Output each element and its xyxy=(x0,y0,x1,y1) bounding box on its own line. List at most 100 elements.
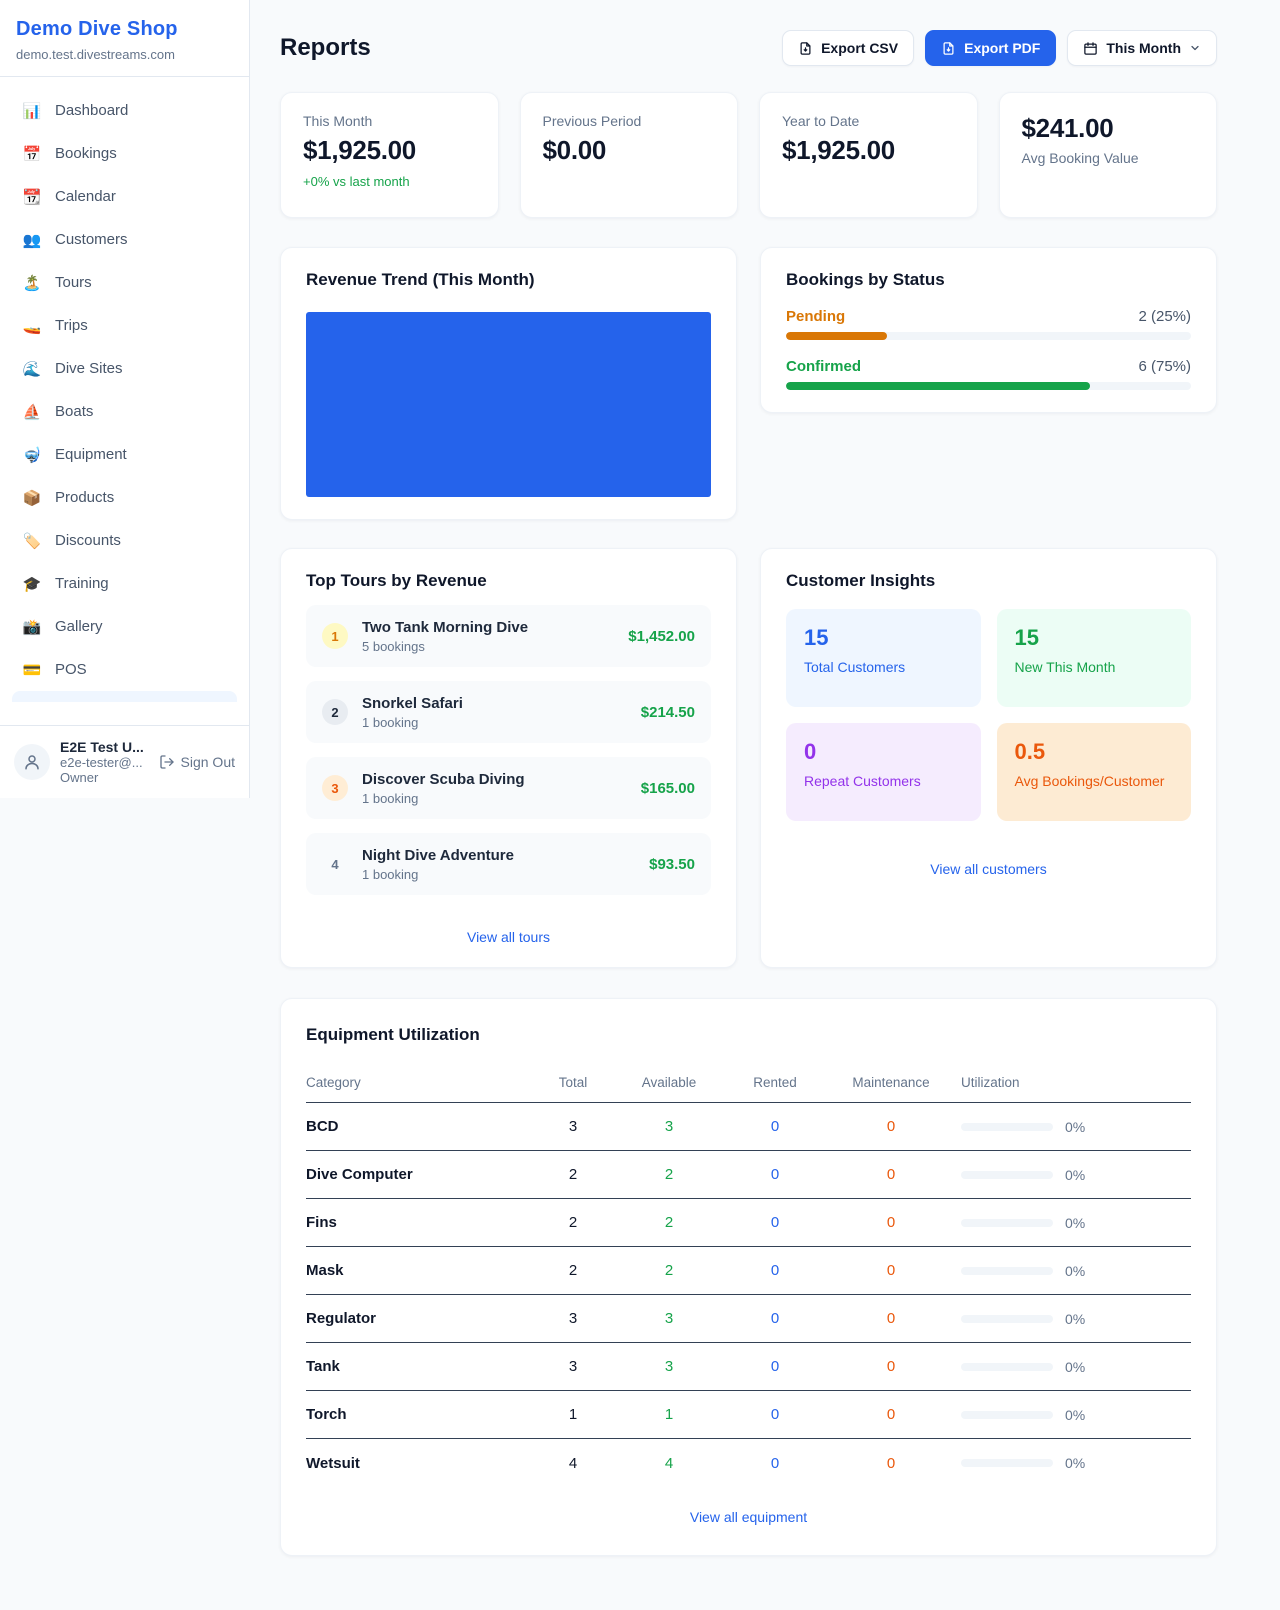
column-header: Total xyxy=(558,1075,588,1090)
stat-value: $0.00 xyxy=(542,135,607,165)
sidebar-item-bookings[interactable]: 📅 Bookings xyxy=(10,132,239,175)
table-row: BCD 3 3 0 0 0% xyxy=(306,1103,1191,1151)
status-bar-track xyxy=(786,332,1191,340)
tile-avg-bookings-customer: 0.5 Avg Bookings/Customer xyxy=(996,723,1191,821)
sidebar-item-label: Dive Sites xyxy=(55,360,123,377)
cell-total: 2 xyxy=(568,1214,578,1231)
status-bar-fill xyxy=(786,332,888,340)
sidebar-item-label: Products xyxy=(55,489,115,506)
sidebar-item-boats[interactable]: ⛵ Boats xyxy=(10,390,239,433)
customers-icon: 👥 xyxy=(22,230,42,249)
status-bar-fill xyxy=(786,382,1090,390)
user-name: E2E Test U... xyxy=(60,739,144,755)
cell-category: Mask xyxy=(306,1262,344,1279)
status-bar-track xyxy=(786,382,1191,390)
list-item: 3 Discover Scuba Diving 1 booking $165.0… xyxy=(306,757,711,819)
list-item: 2 Snorkel Safari 1 booking $214.50 xyxy=(306,681,711,743)
sidebar-item-calendar[interactable]: 📆 Calendar xyxy=(10,175,239,218)
cell-available: 3 xyxy=(664,1358,674,1375)
utilization-label: 0% xyxy=(1065,1166,1086,1183)
view-all-equipment-link[interactable]: View all equipment xyxy=(689,1509,808,1525)
sidebar-item-label: POS xyxy=(55,661,87,678)
cell-category: Fins xyxy=(306,1214,337,1231)
sidebar-item-products[interactable]: 📦 Products xyxy=(10,476,239,519)
sidebar-item-pos[interactable]: 💳 POS xyxy=(10,648,239,691)
cell-maintenance: 0 xyxy=(886,1358,896,1375)
stat-label: Avg Booking Value xyxy=(1021,150,1139,166)
cell-total: 4 xyxy=(568,1454,578,1472)
cell-utilization: 0% xyxy=(961,1455,1191,1471)
stat-label: Year to Date xyxy=(782,113,860,129)
top-tours-title: Top Tours by Revenue xyxy=(306,571,487,590)
status-row-confirmed: Confirmed 6 (75%) xyxy=(786,358,1191,390)
utilization-bar xyxy=(961,1122,1053,1131)
cell-rented: 0 xyxy=(770,1166,780,1183)
tours-icon: 🏝️ xyxy=(22,273,42,292)
sidebar-item-dive-sites[interactable]: 🌊 Dive Sites xyxy=(10,347,239,390)
view-all-tours-link[interactable]: View all tours xyxy=(466,929,550,945)
utilization-bar xyxy=(961,1314,1053,1323)
tour-name: Two Tank Morning Dive xyxy=(362,618,529,636)
sidebar-item-label: Tours xyxy=(55,274,92,291)
tour-bookings: 1 booking xyxy=(362,866,419,882)
table-row: Wetsuit 4 4 0 0 0% xyxy=(306,1439,1191,1487)
cell-maintenance: 0 xyxy=(886,1118,896,1135)
header-actions: Export CSV Export PDF This Month xyxy=(782,30,1217,66)
boats-icon: ⛵ xyxy=(22,402,42,421)
cell-category: Wetsuit xyxy=(306,1454,360,1472)
sidebar-item-reports-partial[interactable] xyxy=(12,691,237,702)
sidebar-item-discounts[interactable]: 🏷️ Discounts xyxy=(10,519,239,562)
sidebar-item-equipment[interactable]: 🤿 Equipment xyxy=(10,433,239,476)
chevron-down-icon xyxy=(1191,45,1199,51)
user-meta: E2E Test U... e2e-tester@... Owner xyxy=(60,739,149,785)
sidebar-item-dashboard[interactable]: 📊 Dashboard xyxy=(10,89,239,132)
cell-available: 4 xyxy=(664,1454,674,1472)
sidebar-item-gallery[interactable]: 📸 Gallery xyxy=(10,605,239,648)
logout-icon xyxy=(159,755,174,769)
export-csv-button[interactable]: Export CSV xyxy=(782,30,915,66)
sidebar-item-label: Customers xyxy=(55,231,128,248)
cell-maintenance: 0 xyxy=(886,1262,896,1279)
sign-out-button[interactable]: Sign Out xyxy=(159,754,235,770)
calendar-icon: 📆 xyxy=(22,187,42,206)
sidebar-item-training[interactable]: 🎓 Training xyxy=(10,562,239,605)
tile-total-customers: 15 Total Customers xyxy=(786,609,981,707)
insight-tiles: 15 Total Customers 15 New This Month 0 R… xyxy=(786,609,1191,821)
tile-value: 15 xyxy=(1014,625,1039,650)
sidebar-nav: 📊 Dashboard 📅 Bookings 📆 Calendar 👥 Cust… xyxy=(0,77,249,725)
column-header: Utilization xyxy=(961,1075,1020,1090)
cell-utilization: 0% xyxy=(961,1407,1191,1423)
sidebar-item-label: Boats xyxy=(55,403,94,420)
cell-rented: 0 xyxy=(770,1406,780,1423)
cell-utilization: 0% xyxy=(961,1215,1191,1231)
sidebar-item-tours[interactable]: 🏝️ Tours xyxy=(10,261,239,304)
sidebar-item-label: Trips xyxy=(55,317,88,334)
sidebar-item-label: Training xyxy=(55,575,109,592)
sidebar-item-trips[interactable]: 🚤 Trips xyxy=(10,304,239,347)
status-label: Pending xyxy=(786,308,846,325)
revenue-trend-bar-chart xyxy=(306,312,711,497)
list-item: 1 Two Tank Morning Dive 5 bookings $1,45… xyxy=(306,605,711,667)
view-all-customers-link[interactable]: View all customers xyxy=(930,861,1047,877)
page-title: Reports xyxy=(280,34,371,61)
period-select[interactable]: This Month xyxy=(1067,30,1217,66)
cell-category: Torch xyxy=(306,1406,347,1423)
charts-row: Revenue Trend (This Month) Bookings by S… xyxy=(280,247,1217,520)
person-icon xyxy=(25,755,39,770)
bookings-by-status-title: Bookings by Status xyxy=(786,270,945,289)
gallery-icon: 📸 xyxy=(22,617,42,636)
utilization-bar xyxy=(961,1170,1053,1179)
utilization-label: 0% xyxy=(1065,1310,1086,1327)
stat-value: $241.00 xyxy=(1021,113,1114,143)
column-header: Maintenance xyxy=(852,1075,930,1090)
cell-category: Dive Computer xyxy=(306,1166,413,1183)
stat-value: $1,925.00 xyxy=(303,135,416,165)
export-pdf-button[interactable]: Export PDF xyxy=(925,30,1057,66)
cell-total: 3 xyxy=(568,1118,578,1135)
stats-row: This Month $1,925.00 +0% vs last month P… xyxy=(280,92,1217,218)
avatar xyxy=(14,744,50,780)
tile-new-this-month: 15 New This Month xyxy=(996,609,1191,707)
sidebar-header: Demo Dive Shop demo.test.divestreams.com xyxy=(0,0,249,77)
file-download-icon xyxy=(800,41,811,55)
sidebar-item-customers[interactable]: 👥 Customers xyxy=(10,218,239,261)
